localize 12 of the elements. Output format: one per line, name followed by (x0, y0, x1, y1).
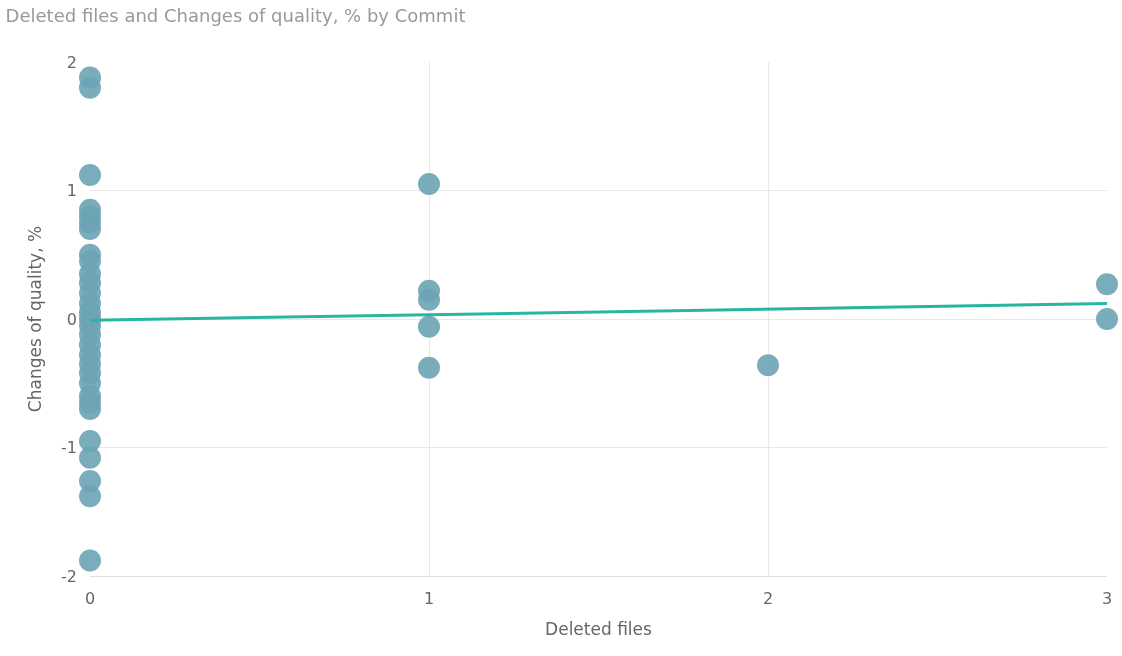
y-tick-label: 2 (66, 52, 77, 72)
x-tick-label: 0 (84, 589, 96, 609)
chart-title: Deleted files and Changes of quality, % by Commit (5, 5, 466, 27)
y-tick-label: 1 (66, 181, 77, 201)
x-axis-title: Deleted files (545, 618, 653, 639)
y-tick-label: 0 (66, 309, 77, 329)
y-axis-title: Changes of quality, % (24, 225, 45, 413)
y-tick-label: -2 (61, 566, 77, 586)
x-tick-label: 2 (762, 589, 774, 609)
x-tick-label: 1 (423, 589, 435, 609)
x-tick-label: 3 (1101, 589, 1113, 609)
y-tick-label: -1 (61, 438, 77, 458)
